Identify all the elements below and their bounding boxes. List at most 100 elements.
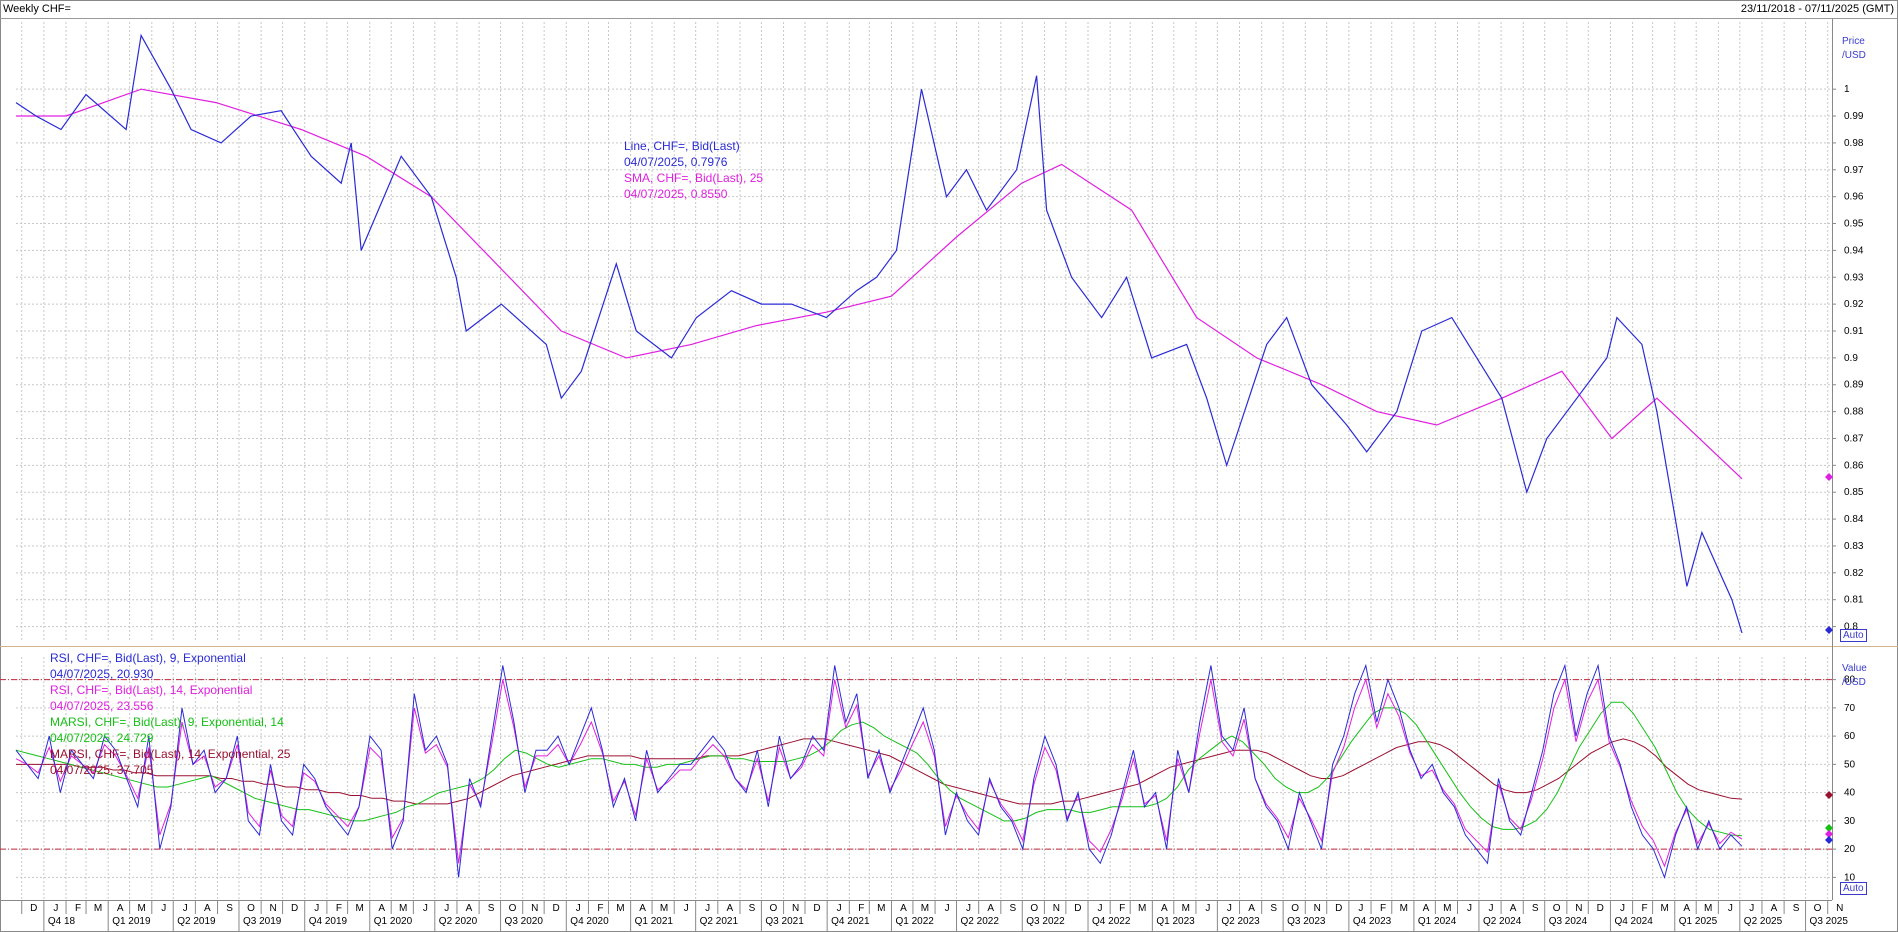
x-month-label: A: [900, 903, 907, 914]
y-tick-label: 0.9: [1844, 353, 1858, 364]
x-month-label: A: [987, 903, 994, 914]
y-tick-label: 10: [1844, 872, 1856, 883]
x-month-label: M: [399, 903, 407, 914]
x-month-label: J: [1488, 903, 1493, 914]
price-axis-title-line2: /USD: [1842, 50, 1866, 61]
x-quarter-label: Q1 2025: [1679, 916, 1718, 927]
marsi14-last-marker: [1825, 791, 1833, 799]
x-month-label: S: [488, 903, 495, 914]
x-quarter-label: Q2 2024: [1483, 916, 1522, 927]
x-month-label: J: [1749, 903, 1754, 914]
x-month-label: J: [423, 903, 428, 914]
x-month-label: M: [1704, 903, 1712, 914]
x-quarter-label: Q1 2020: [374, 916, 413, 927]
osc-axis-title-line2: /USD: [1842, 677, 1866, 688]
x-month-label: A: [204, 903, 211, 914]
x-month-label: J: [1098, 903, 1103, 914]
x-month-label: D: [291, 903, 298, 914]
x-month-label: F: [1380, 903, 1386, 914]
x-quarter-label: Q4 18: [48, 916, 76, 927]
legend-marsi14-name: MARSI, CHF=, Bid(Last), 14, Exponential,…: [50, 747, 291, 761]
x-quarter-label: Q3 2022: [1026, 916, 1065, 927]
y-tick-label: 0.85: [1844, 487, 1864, 498]
x-month-label: S: [1532, 903, 1539, 914]
osc-auto-scale-button[interactable]: Auto: [1840, 882, 1867, 895]
x-month-label: J: [1358, 903, 1363, 914]
x-month-label: N: [270, 903, 277, 914]
x-month-label: J: [1728, 903, 1733, 914]
y-tick-label: 20: [1844, 844, 1856, 855]
x-month-label: N: [1575, 903, 1582, 914]
sma-last-marker: [1825, 473, 1833, 481]
y-tick-label: 70: [1844, 703, 1856, 714]
x-month-label: D: [1335, 903, 1342, 914]
x-month-label: O: [770, 903, 778, 914]
x-month-label: M: [1443, 903, 1451, 914]
x-quarter-label: Q3 2021: [765, 916, 804, 927]
y-tick-label: 30: [1844, 816, 1856, 827]
y-tick-label: 0.88: [1844, 407, 1864, 418]
x-month-label: M: [616, 903, 624, 914]
price-legend: Line, CHF=, Bid(Last) 04/07/2025, 0.7976…: [624, 138, 763, 202]
legend-line-name: Line, CHF=, Bid(Last): [624, 139, 740, 153]
y-tick-label: 40: [1844, 788, 1856, 799]
x-month-label: J: [1205, 903, 1210, 914]
x-month-label: J: [684, 903, 689, 914]
x-quarter-label: Q4 2021: [831, 916, 870, 927]
price-axis-title-line1: Price: [1842, 36, 1865, 47]
price-auto-scale-button[interactable]: Auto: [1840, 629, 1867, 642]
legend-line-value: 04/07/2025, 0.7976: [624, 155, 728, 169]
x-quarter-label: Q4 2024: [1614, 916, 1653, 927]
series-line-chf: [15, 33, 1743, 634]
x-quarter-label: Q3 2023: [1287, 916, 1326, 927]
x-month-label: O: [1291, 903, 1299, 914]
x-month-label: D: [30, 903, 37, 914]
x-month-label: N: [1836, 903, 1843, 914]
legend-rsi14-name: RSI, CHF=, Bid(Last), 14, Exponential: [50, 683, 253, 697]
x-month-label: J: [705, 903, 710, 914]
series-marsi-14-25: [16, 738, 1743, 805]
x-month-label: M: [877, 903, 885, 914]
y-tick-label: 0.96: [1844, 192, 1864, 203]
x-month-label: M: [1182, 903, 1190, 914]
x-month-label: D: [1074, 903, 1081, 914]
y-tick-label: 0.89: [1844, 380, 1864, 391]
y-tick-label: 0.97: [1844, 165, 1864, 176]
x-month-label: S: [226, 903, 233, 914]
x-month-label: S: [1793, 903, 1800, 914]
series-marsi-9-14: [15, 701, 1743, 837]
x-month-label: F: [336, 903, 342, 914]
x-month-label: N: [531, 903, 538, 914]
rsi14-last-marker: [1825, 830, 1833, 838]
x-quarter-label: Q2 2022: [961, 916, 1000, 927]
legend-sma-value: 04/07/2025, 0.8550: [624, 187, 728, 201]
x-month-label: N: [792, 903, 799, 914]
y-tick-label: 0.99: [1844, 111, 1864, 122]
x-month-label: J: [1467, 903, 1472, 914]
x-month-label: O: [1814, 903, 1822, 914]
x-month-label: M: [660, 903, 668, 914]
x-quarter-label: Q2 2025: [1744, 916, 1783, 927]
series-rsi-14: [15, 677, 1743, 868]
x-month-label: A: [1771, 903, 1778, 914]
x-month-label: A: [1510, 903, 1517, 914]
x-month-label: O: [1030, 903, 1038, 914]
x-month-label: N: [1314, 903, 1321, 914]
osc-axis-title-line1: Value: [1842, 663, 1867, 674]
x-quarter-label: Q2 2021: [700, 916, 739, 927]
x-month-label: J: [966, 903, 971, 914]
y-tick-label: 0.98: [1844, 138, 1864, 149]
x-quarter-label: Q3 2020: [505, 916, 544, 927]
x-month-label: O: [509, 903, 517, 914]
x-month-label: F: [1642, 903, 1648, 914]
x-month-label: J: [1620, 903, 1625, 914]
osc-legend: RSI, CHF=, Bid(Last), 9, Exponential 04/…: [50, 650, 290, 778]
legend-rsi14-value: 04/07/2025, 23.556: [50, 699, 154, 713]
date-range: 23/11/2018 - 07/11/2025 (GMT): [1740, 3, 1894, 15]
x-quarter-label: Q3 2025: [1810, 916, 1849, 927]
series-rsi-9: [15, 663, 1743, 880]
x-quarter-label: Q2 2023: [1221, 916, 1260, 927]
